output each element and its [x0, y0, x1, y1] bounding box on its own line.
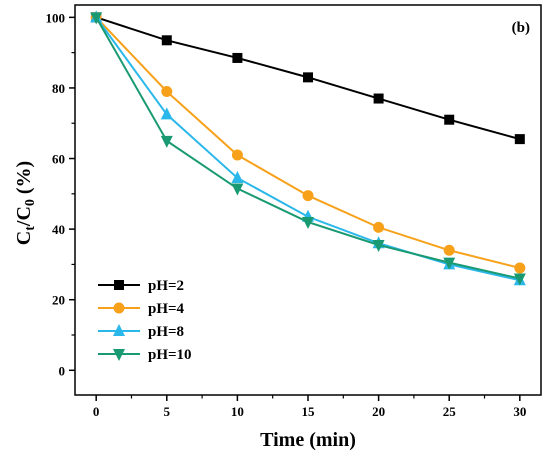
data-point: [161, 85, 173, 97]
y-axis-title-tail: (%): [13, 161, 35, 199]
x-tick-label: 20: [372, 404, 385, 419]
data-point: [231, 149, 243, 161]
y-axis-ticks: 0 20 40 60 80 100: [46, 10, 75, 378]
y-tick-label: 0: [59, 363, 66, 378]
data-point: [231, 183, 244, 196]
x-tick-label: 15: [302, 404, 316, 419]
legend: pH=2 pH=4 pH=8 pH=10: [98, 278, 192, 363]
data-point: [160, 107, 173, 120]
x-tick-label: 0: [93, 404, 100, 419]
legend-label: pH=10: [148, 347, 192, 363]
data-point: [443, 257, 456, 270]
legend-label: pH=8: [148, 324, 184, 340]
legend-item: pH=8: [98, 324, 184, 340]
x-tick-label: 30: [513, 404, 526, 419]
x-tick-label: 10: [231, 404, 244, 419]
data-point: [161, 35, 172, 46]
y-axis-title-sub1: t: [23, 226, 38, 231]
y-axis-title-main: C: [13, 231, 35, 245]
legend-item: pH=4: [98, 301, 185, 317]
y-axis-title-sub2: 0: [23, 199, 38, 206]
legend-marker: [113, 349, 125, 361]
data-point: [444, 114, 455, 125]
legend-marker: [114, 280, 124, 290]
legend-item: pH=10: [98, 347, 192, 363]
legend-marker: [113, 302, 125, 314]
x-tick-label: 5: [164, 404, 171, 419]
data-point: [302, 190, 314, 202]
x-axis-title: Time (min): [260, 429, 356, 451]
y-tick-label: 20: [52, 293, 65, 308]
data-point: [90, 12, 103, 25]
data-point: [303, 72, 313, 83]
series-ph-8: [90, 10, 526, 286]
y-tick-label: 40: [52, 222, 65, 237]
y-axis-title: Ct/C0 (%): [13, 161, 38, 245]
legend-marker: [113, 324, 125, 336]
series-line: [95, 16, 521, 280]
series-ph-4: [90, 11, 526, 274]
series-line: [95, 16, 521, 269]
legend-label: pH=2: [148, 278, 184, 294]
data-point: [302, 217, 314, 230]
y-axis-title-mid: /C: [13, 206, 35, 227]
x-axis-ticks: 0 5 10 15 20 25 30: [93, 395, 526, 419]
series-line: [95, 16, 521, 282]
y-tick-label: 100: [46, 10, 66, 25]
data-point: [514, 262, 526, 274]
legend-label: pH=4: [148, 301, 185, 317]
series-ph-10: [90, 12, 526, 286]
y-tick-label: 80: [52, 81, 65, 96]
data-point: [160, 135, 173, 148]
data-point: [373, 93, 384, 104]
x-tick-label: 25: [443, 404, 457, 419]
panel-label: (b): [512, 20, 530, 36]
data-point: [372, 240, 385, 252]
data-point: [514, 134, 525, 145]
y-tick-label: 60: [52, 152, 65, 167]
data-point: [443, 244, 455, 256]
data-point: [232, 52, 243, 63]
data-point: [513, 273, 526, 286]
legend-item: pH=2: [98, 278, 184, 294]
data-point: [231, 170, 244, 183]
series-layer: [90, 10, 526, 286]
data-point: [373, 221, 385, 233]
